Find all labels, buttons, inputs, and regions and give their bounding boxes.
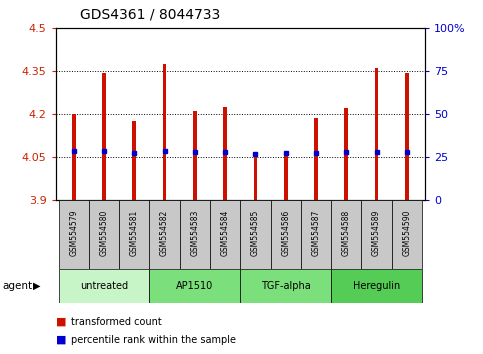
- Bar: [392, 200, 422, 269]
- Text: GSM554587: GSM554587: [312, 210, 321, 256]
- Text: GSM554590: GSM554590: [402, 210, 412, 256]
- Bar: [241, 200, 270, 269]
- Bar: [180, 200, 210, 269]
- Text: GSM554589: GSM554589: [372, 210, 381, 256]
- Bar: [72, 114, 75, 200]
- Bar: [223, 107, 227, 200]
- Text: ▶: ▶: [33, 281, 41, 291]
- Text: GSM554579: GSM554579: [69, 210, 78, 256]
- Bar: [331, 269, 422, 303]
- Text: AP1510: AP1510: [176, 281, 213, 291]
- Text: GSM554581: GSM554581: [130, 210, 139, 256]
- Bar: [331, 200, 361, 269]
- Bar: [102, 73, 106, 200]
- Bar: [405, 73, 409, 200]
- Text: GSM554580: GSM554580: [99, 210, 109, 256]
- Bar: [149, 200, 180, 269]
- Bar: [301, 200, 331, 269]
- Text: GSM554583: GSM554583: [190, 210, 199, 256]
- Bar: [163, 64, 167, 200]
- Text: GSM554585: GSM554585: [251, 210, 260, 256]
- Bar: [314, 119, 318, 200]
- Text: GSM554586: GSM554586: [281, 210, 290, 256]
- Bar: [132, 121, 136, 200]
- Text: untreated: untreated: [80, 281, 128, 291]
- Text: Heregulin: Heregulin: [353, 281, 400, 291]
- Bar: [119, 200, 149, 269]
- Text: TGF-alpha: TGF-alpha: [261, 281, 311, 291]
- Text: GSM554582: GSM554582: [160, 210, 169, 256]
- Bar: [58, 269, 149, 303]
- Bar: [254, 157, 257, 200]
- Bar: [58, 200, 89, 269]
- Text: GDS4361 / 8044733: GDS4361 / 8044733: [80, 7, 220, 21]
- Bar: [193, 111, 197, 200]
- Bar: [241, 269, 331, 303]
- Text: ■: ■: [56, 317, 66, 327]
- Bar: [89, 200, 119, 269]
- Text: GSM554588: GSM554588: [342, 210, 351, 256]
- Bar: [284, 153, 287, 200]
- Bar: [344, 108, 348, 200]
- Bar: [361, 200, 392, 269]
- Text: percentile rank within the sample: percentile rank within the sample: [71, 335, 237, 345]
- Text: agent: agent: [2, 281, 32, 291]
- Text: ■: ■: [56, 335, 66, 345]
- Text: GSM554584: GSM554584: [221, 210, 229, 256]
- Bar: [270, 200, 301, 269]
- Bar: [210, 200, 241, 269]
- Bar: [149, 269, 241, 303]
- Text: transformed count: transformed count: [71, 317, 162, 327]
- Bar: [375, 68, 378, 200]
